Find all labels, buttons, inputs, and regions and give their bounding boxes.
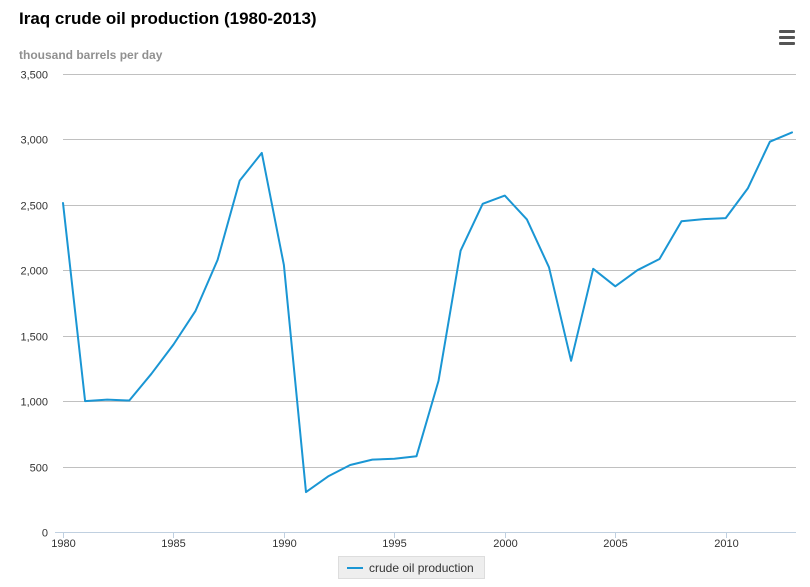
y-tick-label: 2,500 (20, 201, 48, 213)
x-tick-label: 1980 (51, 538, 75, 550)
x-tick-label: 2010 (714, 538, 738, 550)
y-axis-label: thousand barrels per day (19, 48, 163, 62)
x-tick-label: 2005 (603, 538, 627, 550)
y-tick-label: 500 (30, 463, 48, 475)
chart-title: Iraq crude oil production (1980-2013) (19, 9, 317, 28)
y-tick-label: 3,000 (20, 135, 48, 147)
x-tick-label: 1990 (272, 538, 296, 550)
legend-item[interactable]: crude oil production (338, 556, 485, 579)
x-tick-label: 2000 (493, 538, 517, 550)
y-tick-label: 0 (42, 528, 48, 540)
y-tick-label: 1,500 (20, 332, 48, 344)
y-tick-label: 2,000 (20, 266, 48, 278)
series-line (62, 131, 793, 494)
hamburger-menu-icon[interactable] (775, 27, 799, 47)
legend-label: crude oil production (369, 560, 474, 575)
x-tick-label: 1995 (382, 538, 406, 550)
legend-swatch (347, 566, 363, 569)
y-tick-label: 1,000 (20, 397, 48, 409)
x-tick-label: 1985 (161, 538, 185, 550)
y-tick-label: 3,500 (20, 70, 48, 82)
